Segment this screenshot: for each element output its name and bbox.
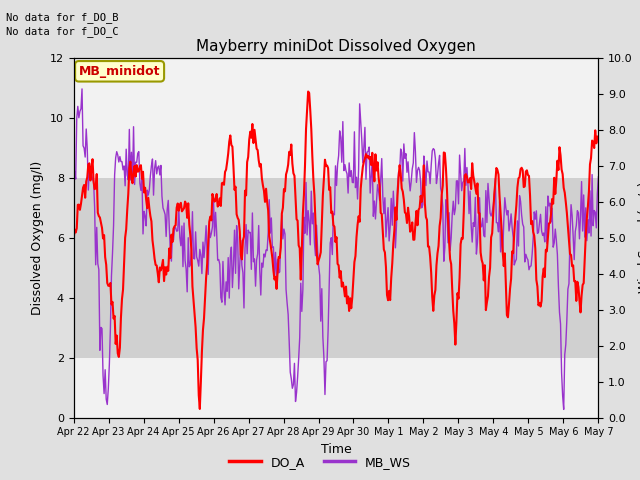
Text: No data for f_DO_C: No data for f_DO_C — [6, 26, 119, 37]
Bar — [74, 178, 598, 358]
Text: MB_minidot: MB_minidot — [79, 65, 161, 78]
Text: No data for f_DO_B: No data for f_DO_B — [6, 12, 119, 23]
Y-axis label: Wind Speed (m/s): Wind Speed (m/s) — [638, 182, 640, 293]
Legend: DO_A, MB_WS: DO_A, MB_WS — [224, 451, 416, 474]
X-axis label: Time: Time — [321, 443, 351, 456]
Y-axis label: Dissolved Oxygen (mg/l): Dissolved Oxygen (mg/l) — [31, 160, 44, 315]
Title: Mayberry miniDot Dissolved Oxygen: Mayberry miniDot Dissolved Oxygen — [196, 39, 476, 54]
